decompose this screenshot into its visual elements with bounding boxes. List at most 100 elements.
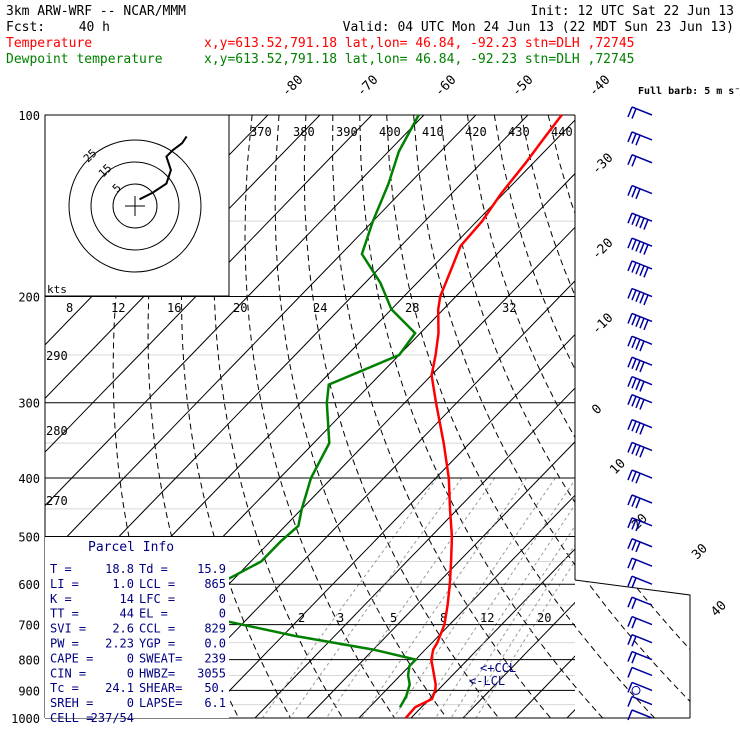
dry-adiabat <box>274 115 448 718</box>
wind-barb-flag <box>635 263 641 275</box>
parcel-index-value: 44 <box>120 607 134 621</box>
parcel-index-label: Tc = <box>50 681 79 695</box>
pressure-tick-label: 500 <box>18 530 40 544</box>
wind-barb-flag <box>631 108 637 119</box>
wind-barb-flag <box>635 422 641 434</box>
wind-barb-flag <box>627 596 633 608</box>
pressure-tick-label: 200 <box>18 291 40 305</box>
parcel-index-value: 865 <box>204 577 226 591</box>
isotherm-label: -40 <box>586 73 613 100</box>
wind-barb-flag <box>627 682 633 693</box>
point-info-dewpoint: x,y=613.52,791.18 lat,lon= 46.84, -92.23… <box>204 52 634 67</box>
isotherm-line <box>254 387 575 718</box>
wind-barb-flag <box>639 265 645 277</box>
wind-barb <box>627 237 653 255</box>
wind-barb-flag <box>635 520 641 532</box>
wind-barb-flag <box>631 214 637 226</box>
isotherm-line <box>45 115 373 453</box>
wind-barb-flag <box>631 396 637 407</box>
mixing-ratio-label: 28 <box>405 301 419 315</box>
wind-barb-flag <box>627 696 633 707</box>
wind-barb-flag <box>635 360 641 371</box>
dry-adiabat <box>386 115 655 718</box>
dry-adiabat <box>493 115 690 718</box>
wind-barb <box>627 418 653 435</box>
parcel-index-label: TT = <box>50 607 79 621</box>
wind-barb-flag <box>631 443 637 455</box>
parcel-index-value: 6.1 <box>204 696 226 710</box>
parcel-index-value: 0 <box>127 651 134 665</box>
wind-barb-flag <box>639 424 645 435</box>
mixing-ratio-label: 2 <box>298 611 305 625</box>
parcel-index-label: LAPSE= <box>139 696 182 710</box>
parcel-index-value: 0 <box>127 666 134 680</box>
dry-adiabat <box>332 115 551 718</box>
isotherm-line <box>202 333 575 718</box>
parcel-index-value: 2.23 <box>105 637 134 651</box>
wind-barb-staff <box>631 538 653 548</box>
wind-barb-flag <box>627 394 633 405</box>
wind-barb-flag <box>627 634 633 645</box>
theta-label: 430 <box>508 125 530 139</box>
dry-adiabat <box>682 115 690 718</box>
wind-barb-flag <box>627 575 633 587</box>
ccl-marker: <+CCL <box>480 661 516 675</box>
wind-barb-flag <box>639 340 645 352</box>
isotherm-line <box>45 115 321 400</box>
wind-barb-flag <box>635 339 641 350</box>
wind-barb <box>627 312 653 331</box>
mixing-ratio-label: 8 <box>440 611 447 625</box>
wind-barb <box>627 494 653 509</box>
wind-barb-flag <box>631 471 637 482</box>
wind-barb-flag <box>627 616 633 627</box>
model-title: 3km ARW-WRF -- NCAR/MMM <box>6 4 186 19</box>
wind-barb-flag <box>631 239 637 251</box>
wind-barb <box>627 131 653 146</box>
forecast-label: Fcst: <box>6 20 45 35</box>
wind-barb-flag <box>643 319 649 331</box>
parcel-index-value: 0 <box>219 592 226 606</box>
parcel-index-label: T = <box>50 562 72 576</box>
wind-barb-flag <box>643 294 649 306</box>
wind-barb-staff <box>631 517 653 527</box>
wind-barb <box>627 287 653 306</box>
hodograph-units: kts <box>47 283 67 296</box>
wind-barb-flag <box>631 186 637 198</box>
wind-barb <box>627 557 653 571</box>
isotherm-label: -30 <box>589 151 616 178</box>
wind-barb-flag <box>639 361 645 373</box>
dry-adiabat <box>655 115 690 718</box>
legend-temperature: Temperature <box>6 36 92 51</box>
wind-barb <box>627 335 653 352</box>
parcel-index-value: 18.8 <box>105 562 134 576</box>
wind-barb-flag <box>627 538 633 550</box>
wind-barb-flag <box>635 241 641 252</box>
wind-barb <box>627 356 653 373</box>
parcel-index-label: EL = <box>139 607 168 621</box>
wind-barbs <box>627 106 653 721</box>
wind-barb-staff <box>631 709 653 719</box>
mixing-ratio-line <box>435 477 594 718</box>
wind-barb-flag <box>627 356 633 368</box>
wind-barb <box>627 596 653 610</box>
dry-adiabat <box>628 115 690 718</box>
parcel-index-value: 15.9 <box>197 562 226 576</box>
dry-adiabat <box>359 115 603 718</box>
hodograph-ring-inner <box>112 183 158 229</box>
isotherm-line <box>462 601 575 718</box>
wind-barb-flag <box>627 237 633 249</box>
dewpoint-profile <box>185 114 420 708</box>
mixing-ratio-label: 32 <box>502 301 516 315</box>
isotherm-label: -10 <box>589 311 616 338</box>
theta-label: 410 <box>422 125 444 139</box>
calm-circle <box>631 685 641 695</box>
wind-barb-staff <box>631 695 653 706</box>
wind-barb-flag <box>631 289 637 301</box>
wind-barb <box>627 375 653 392</box>
pressure-tick-label: 300 <box>18 397 40 411</box>
wind-barb-flag <box>627 494 633 506</box>
theta-e-label: 290 <box>46 349 68 363</box>
parcel-index-value: 1.0 <box>112 577 134 591</box>
